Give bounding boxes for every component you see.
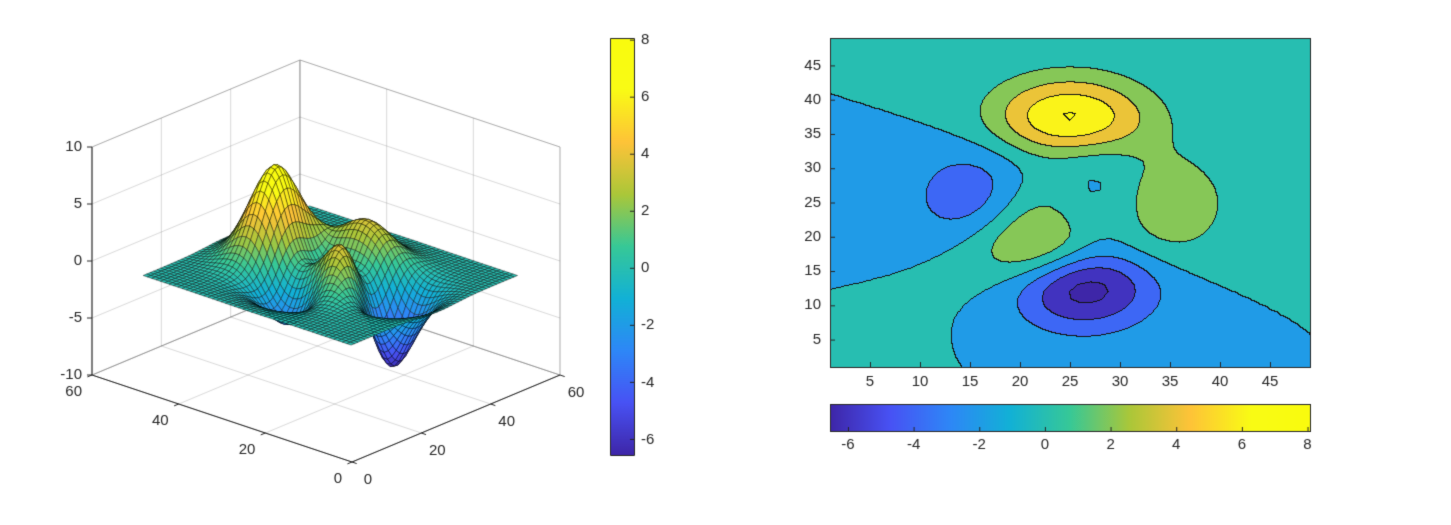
contour-plot-canvas [740, 0, 1451, 525]
surface-plot-canvas [0, 0, 740, 525]
